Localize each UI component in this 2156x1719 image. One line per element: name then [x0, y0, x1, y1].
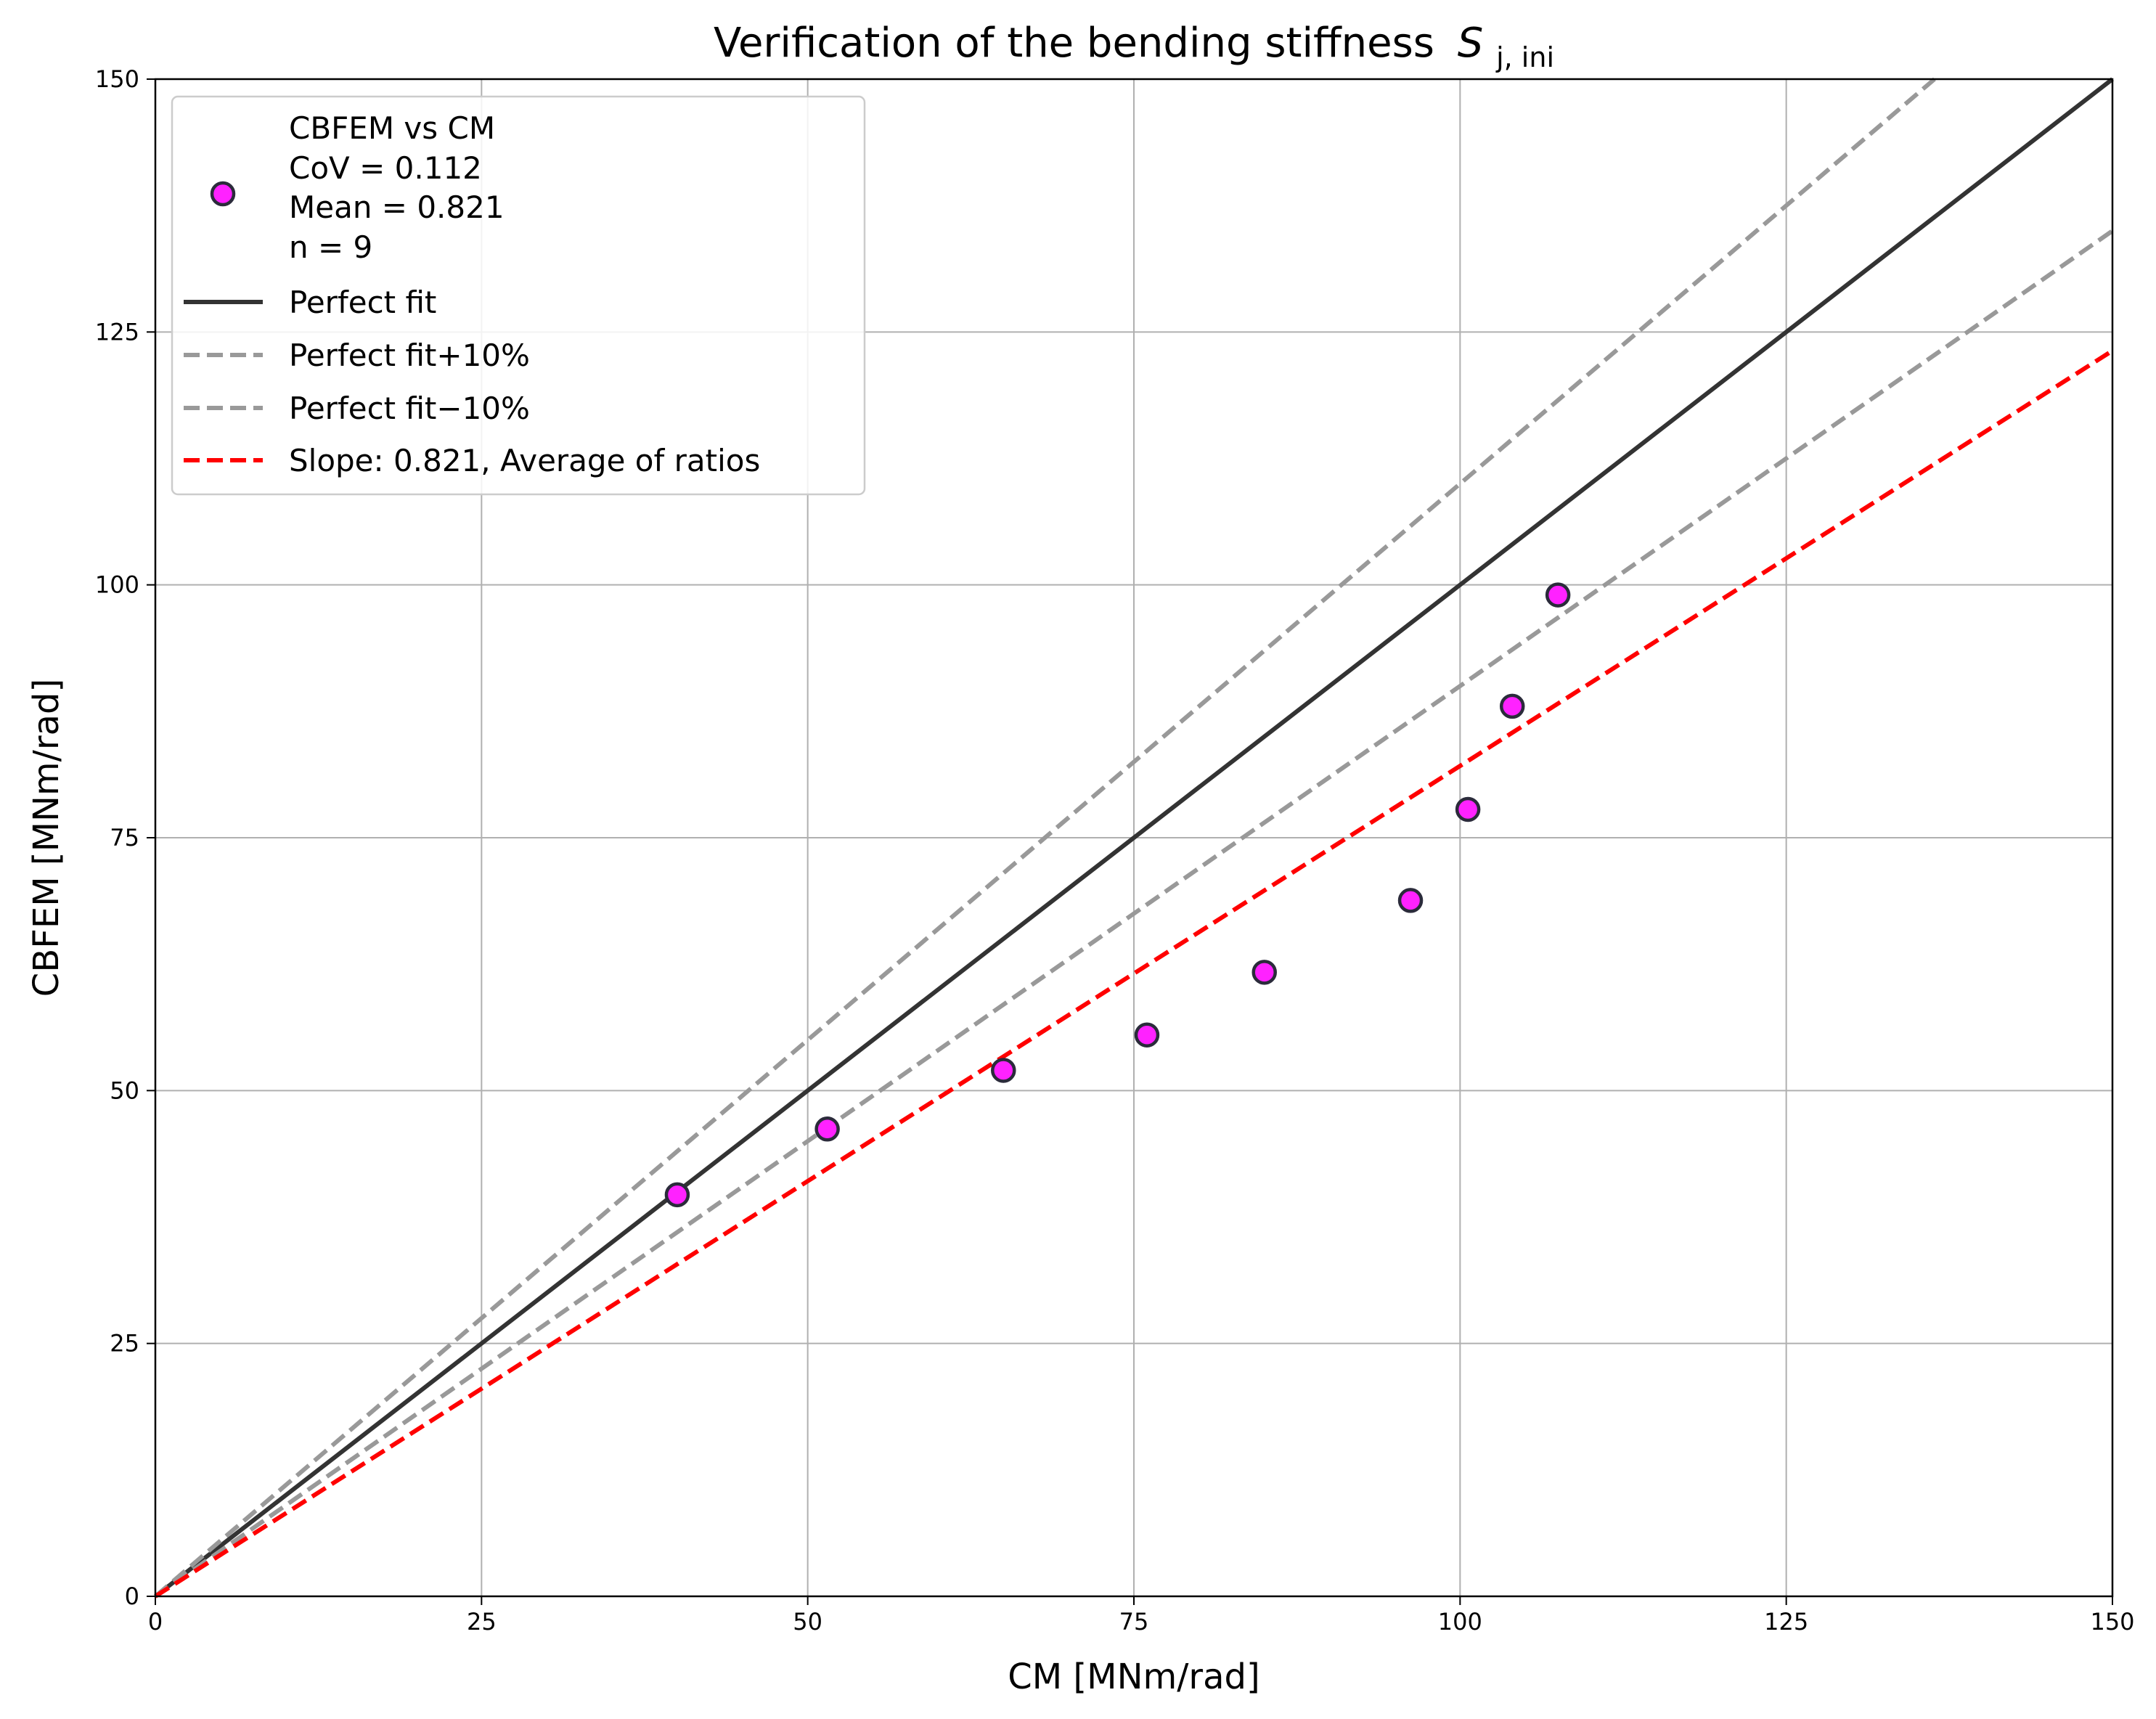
y-tick-label: 0 [125, 1583, 139, 1610]
scatter-point [1545, 582, 1571, 608]
y-axis-title: CBFEM [MNm/rad] [26, 679, 67, 997]
legend-label-perfect-fit: Perfect fit [289, 285, 436, 320]
x-tick-label: 25 [467, 1608, 497, 1636]
y-tick-label: 25 [110, 1330, 139, 1357]
scatter-point [1499, 693, 1525, 719]
minus-10-line [154, 229, 2114, 1598]
x-axis-title: CM [MNm/rad] [1008, 1657, 1260, 1697]
scatter-point [814, 1116, 840, 1142]
legend-scatter-marker [210, 181, 236, 207]
legend-box [171, 95, 866, 496]
legend-scatter-line-2: CoV = 0.112 [289, 150, 482, 186]
x-tick-label: 0 [148, 1608, 163, 1636]
legend-scatter-line-4: n = 9 [289, 229, 372, 265]
y-tick-label: 150 [95, 65, 139, 93]
tick-labels: 0 25 50 75 100 125 150 0 25 50 75 100 125 150 [95, 65, 2135, 1636]
y-tick-label: 75 [110, 824, 139, 852]
legend-scatter-line-1: CBFEM vs CM [289, 110, 495, 146]
legend-scatter-label: CBFEM vs CM CoV = 0.112 Mean = 0.821 n =… [289, 110, 514, 265]
legend-label-average-slope: Slope: 0.821, Average of ratios [289, 443, 760, 478]
x-tick-label: 75 [1119, 1608, 1149, 1636]
legend: CBFEM vs CM CoV = 0.112 Mean = 0.821 n =… [171, 95, 866, 496]
x-tick-label: 125 [1764, 1608, 1808, 1636]
y-tick-label: 125 [95, 318, 139, 346]
chart-title-symbol: S [1458, 20, 1484, 67]
scatter-points [664, 582, 1571, 1208]
scatter-point [664, 1182, 690, 1208]
scatter-point [1134, 1022, 1160, 1048]
ticks [147, 78, 2113, 1605]
y-tick-label: 100 [95, 571, 139, 599]
chart-title-text: Verification of the bending stiffness [714, 20, 1434, 67]
x-tick-label: 150 [2090, 1608, 2134, 1636]
y-tick-label: 50 [110, 1077, 139, 1104]
chart-title: Verification of the bending stiffness S … [714, 20, 1554, 73]
chart-title-subscript: j, ini [1495, 41, 1554, 73]
scatter-point [1251, 960, 1277, 985]
plus-10-line [154, 77, 1936, 1598]
perfect-fit-line [154, 77, 2114, 1598]
legend-label-plus-10: Perfect fit+10% [289, 338, 530, 373]
scatter-point [1455, 796, 1481, 822]
x-tick-label: 50 [793, 1608, 822, 1636]
legend-label-minus-10: Perfect fit−10% [289, 391, 530, 426]
scatter-point [1397, 888, 1424, 913]
average-slope-line [154, 348, 2114, 1598]
scatter-point [991, 1058, 1016, 1083]
legend-scatter-line-3: Mean = 0.821 [289, 189, 505, 225]
x-tick-label: 100 [1438, 1608, 1482, 1636]
plot-lines [154, 77, 2114, 1598]
